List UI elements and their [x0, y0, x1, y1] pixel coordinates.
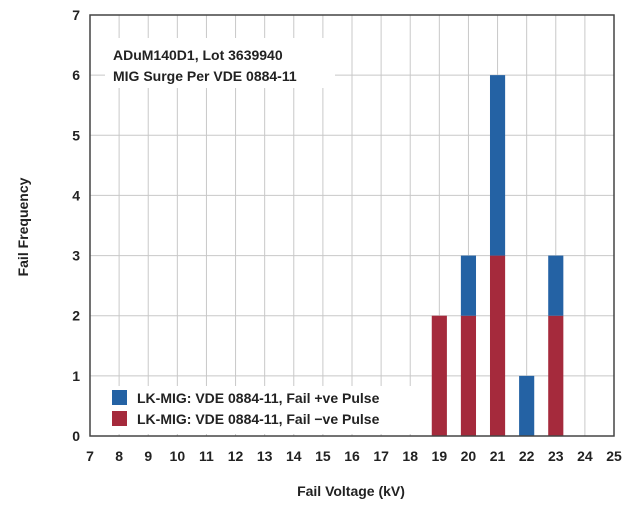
x-tick-label: 18: [402, 448, 418, 464]
y-axis-title: Fail Frequency: [15, 177, 31, 276]
x-tick-label: 13: [257, 448, 273, 464]
x-tick-label: 21: [490, 448, 506, 464]
x-tick-labels: 7 8 9 10 11 12 13 14 15 16 17 18 19 20 21 22 23 24 25: [86, 448, 622, 464]
bar-segment: [431, 315, 447, 436]
annotation-background: [105, 38, 335, 88]
x-tick-label: 12: [228, 448, 244, 464]
x-tick-label: 8: [115, 448, 123, 464]
legend-swatch-negative: [112, 411, 127, 426]
bar-segment: [489, 75, 506, 256]
bar-segment: [489, 255, 506, 436]
legend-label-positive: LK-MIG: VDE 0884-11, Fail +ve Pulse: [137, 390, 380, 406]
x-tick-label: 9: [144, 448, 152, 464]
x-tick-label: 20: [461, 448, 477, 464]
bar-segment: [460, 255, 477, 316]
x-tick-label: 19: [432, 448, 448, 464]
y-tick-label: 2: [72, 308, 80, 324]
y-tick-label: 3: [72, 248, 80, 264]
legend: LK-MIG: VDE 0884-11, Fail +ve Pulse LK-M…: [104, 386, 426, 434]
x-tick-label: 15: [315, 448, 331, 464]
legend-background: [104, 386, 426, 434]
y-tick-label: 5: [72, 127, 80, 143]
bars: [431, 75, 564, 436]
plot-frame: [89, 14, 615, 437]
annotation-box: ADuM140D1, Lot 3639940 MIG Surge Per VDE…: [105, 38, 335, 88]
x-tick-label: 10: [170, 448, 186, 464]
x-tick-label: 24: [577, 448, 593, 464]
legend-label-negative: LK-MIG: VDE 0884-11, Fail −ve Pulse: [137, 411, 380, 427]
annotation-line-2: MIG Surge Per VDE 0884-11: [113, 68, 297, 84]
x-tick-label: 22: [519, 448, 535, 464]
x-tick-label: 11: [199, 448, 214, 464]
annotation-line-1: ADuM140D1, Lot 3639940: [113, 47, 283, 63]
y-tick-labels: 0 1 2 3 4 5 6 7: [72, 7, 80, 444]
x-tick-label: 7: [86, 448, 94, 464]
x-tick-label: 16: [344, 448, 360, 464]
bar-segment: [548, 255, 564, 316]
x-tick-label: 14: [286, 448, 302, 464]
bar-segment: [519, 375, 535, 436]
x-axis-title: Fail Voltage (kV): [297, 483, 405, 499]
y-tick-label: 6: [72, 67, 80, 83]
legend-swatch-positive: [112, 390, 127, 405]
y-tick-label: 7: [72, 7, 80, 23]
bar-segment: [548, 315, 564, 436]
x-tick-label: 17: [373, 448, 389, 464]
x-tick-label: 25: [606, 448, 622, 464]
bar-segment: [460, 315, 477, 436]
y-tick-label: 0: [72, 428, 80, 444]
x-tick-label: 23: [548, 448, 564, 464]
y-tick-label: 1: [72, 368, 80, 384]
y-tick-label: 4: [72, 187, 80, 203]
